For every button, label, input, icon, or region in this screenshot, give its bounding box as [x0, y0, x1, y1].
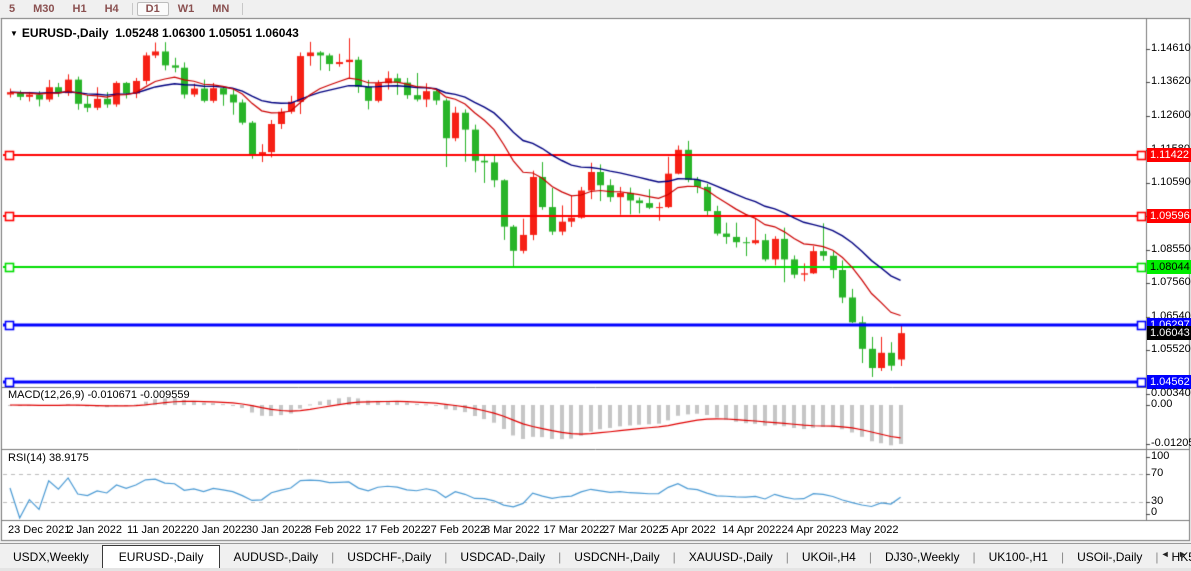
price-axis-tick: 1.08550	[1151, 243, 1191, 256]
macd-axis-label: -0.012059	[1151, 437, 1191, 449]
price-axis-tick: 1.10590	[1151, 175, 1191, 188]
rsi-label: RSI(14) 38.9175	[8, 452, 89, 464]
tab-separator: |	[331, 550, 335, 564]
time-axis-label: 23 Dec 2021	[8, 524, 71, 536]
time-axis-label: 27 Feb 2022	[424, 524, 487, 536]
time-axis-label: 8 Mar 2022	[484, 524, 540, 536]
price-axis-tick: 1.07560	[1151, 275, 1191, 288]
tab-separator: |	[558, 550, 562, 564]
window-bottom-edge	[0, 568, 1191, 571]
time-axis-label: 30 Jan 2022	[246, 524, 307, 536]
tab-uk100-h1[interactable]: UK100-,H1	[988, 550, 1048, 564]
tab-audusd-daily[interactable]: AUDUSD-,Daily	[233, 550, 319, 564]
tab-dj30-weekly[interactable]: DJ30-,Weekly	[884, 550, 960, 564]
tab-separator: |	[1155, 550, 1159, 564]
tab-eurusd-daily[interactable]: EURUSD-,Daily	[101, 545, 221, 569]
time-axis-label: 17 Feb 2022	[365, 524, 427, 536]
macd-name: MACD(12,26,9)	[8, 389, 85, 401]
rsi-axis-label: 30	[1151, 495, 1164, 507]
time-axis-label: 8 Feb 2022	[305, 524, 362, 536]
price-axis-tick: 1.13620	[1151, 75, 1191, 88]
tab-hk50-[interactable]: HK50-,	[1171, 550, 1191, 564]
tab-separator: |	[972, 550, 976, 564]
tab-separator: |	[672, 550, 676, 564]
rsi-axis-label: 70	[1151, 467, 1164, 479]
tab-ukoil-h4[interactable]: UKOil-,H4	[801, 550, 856, 564]
chart-symbol: EURUSD-,Daily	[21, 26, 109, 40]
tab-separator: |	[785, 550, 789, 564]
tab-usoil-daily[interactable]: USOil-,Daily	[1077, 550, 1143, 564]
time-axis-label: 27 Mar 2022	[603, 524, 665, 536]
macd-axis-label: 0.00	[1151, 398, 1173, 411]
tab-usdx-weekly[interactable]: USDX,Weekly	[13, 550, 89, 564]
time-axis-label: 17 Mar 2022	[543, 524, 606, 536]
time-axis-label: 2 Jan 2022	[67, 524, 122, 536]
price-line-badge: 1.11422	[1147, 148, 1191, 162]
tab-usdcnh-daily[interactable]: USDCNH-,Daily	[574, 550, 660, 564]
price-line-badge: 1.08044	[1147, 260, 1191, 274]
time-axis-label: 24 Apr 2022	[781, 524, 841, 536]
symbol-tab-bar: USDX,Weekly EURUSD-,Daily AUDUSD-,Daily | US…	[0, 543, 1191, 569]
chart-ohlc-values: 1.05248 1.06300 1.05051 1.06043	[115, 26, 299, 40]
tab-separator: |	[1060, 550, 1065, 564]
bid-price-badge: 1.06043	[1147, 326, 1191, 340]
rsi-axis-label: 100	[1151, 450, 1170, 462]
time-axis-label: 14 Apr 2022	[722, 524, 782, 536]
time-axis-label: 5 Apr 2022	[662, 524, 716, 536]
tab-separator: |	[868, 550, 872, 564]
time-axis-label: 20 Jan 2022	[186, 524, 248, 536]
price-line-badge: 1.09596	[1147, 209, 1191, 223]
tab-usdchf-daily[interactable]: USDCHF-,Daily	[347, 550, 432, 564]
rsi-name: RSI(14)	[8, 452, 46, 464]
rsi-value: 38.9175	[48, 452, 89, 464]
price-axis-tick: 1.14610	[1151, 42, 1191, 55]
macd-values: -0.010671 -0.009559	[87, 389, 190, 401]
macd-axis-label: 0.003408	[1151, 387, 1191, 399]
tab-xauusd-daily[interactable]: XAUUSD-,Daily	[688, 550, 773, 564]
time-axis-label: 3 May 2022	[841, 524, 899, 536]
time-axis-label: 11 Jan 2022	[127, 524, 187, 536]
price-axis-tick: 1.12600	[1151, 109, 1191, 122]
price-line-badge: 1.04562	[1147, 375, 1191, 389]
price-axis-tick: 1.05520	[1151, 343, 1191, 356]
chart-title[interactable]: ▼ EURUSD-,Daily 1.05248 1.06300 1.05051 1…	[10, 26, 299, 40]
tab-separator: |	[444, 550, 448, 564]
macd-label: MACD(12,26,9) -0.010671 -0.009559	[8, 389, 190, 401]
symbol-dropdown-icon[interactable]: ▼	[10, 29, 18, 38]
rsi-axis-label: 0	[1151, 506, 1158, 518]
tab-scroll-arrows[interactable]: ◄ ►	[1160, 549, 1190, 559]
tab-usdcad-daily[interactable]: USDCAD-,Daily	[460, 550, 546, 564]
